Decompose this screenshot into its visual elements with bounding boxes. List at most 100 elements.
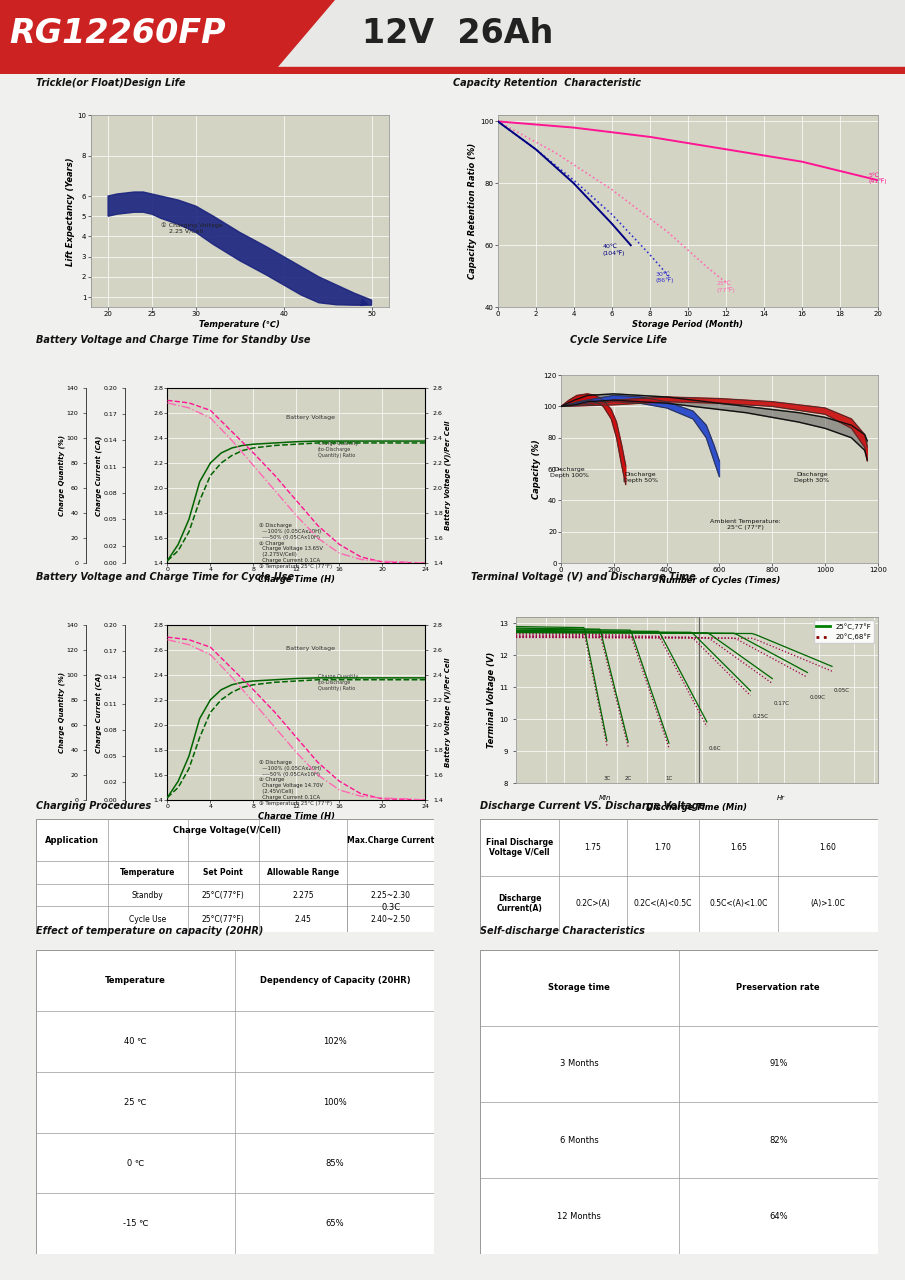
Text: Discharge
Depth 50%: Discharge Depth 50% <box>623 472 658 483</box>
Y-axis label: Battery Voltage (V)/Per Cell: Battery Voltage (V)/Per Cell <box>444 658 451 767</box>
Text: Charge Quantity
(to-Discharge
Quantity) Ratio: Charge Quantity (to-Discharge Quantity) … <box>318 675 358 691</box>
Text: 40℃
(104℉): 40℃ (104℉) <box>603 244 624 256</box>
Text: Charge Quantity
(to-Discharge
Quantity) Ratio: Charge Quantity (to-Discharge Quantity) … <box>318 442 358 458</box>
Text: Standby: Standby <box>132 891 164 900</box>
X-axis label: Number of Cycles (Times): Number of Cycles (Times) <box>659 576 780 585</box>
Polygon shape <box>561 397 867 461</box>
Text: Discharge
Depth 30%: Discharge Depth 30% <box>795 472 829 483</box>
Text: 0.25C: 0.25C <box>752 714 768 719</box>
Text: 12V  26Ah: 12V 26Ah <box>362 17 553 50</box>
Text: -15 ℃: -15 ℃ <box>123 1220 148 1229</box>
Y-axis label: Charge Quantity (%): Charge Quantity (%) <box>59 672 65 753</box>
Text: Capacity Retention  Characteristic: Capacity Retention Characteristic <box>452 78 641 88</box>
Text: 6 Months: 6 Months <box>560 1135 598 1144</box>
Text: 0.3C: 0.3C <box>381 904 400 913</box>
Text: 1.60: 1.60 <box>820 842 836 852</box>
Y-axis label: Charge Quantity (%): Charge Quantity (%) <box>59 435 65 516</box>
Text: Battery Voltage: Battery Voltage <box>286 645 335 650</box>
Y-axis label: Capacity (%): Capacity (%) <box>531 439 540 499</box>
Text: 30℃
(86℉): 30℃ (86℉) <box>655 271 674 283</box>
Text: Battery Voltage and Charge Time for Standby Use: Battery Voltage and Charge Time for Stan… <box>36 335 310 346</box>
Text: 85%: 85% <box>326 1158 344 1167</box>
Polygon shape <box>561 394 867 460</box>
Text: 0.05C: 0.05C <box>834 689 850 694</box>
Text: 2.275: 2.275 <box>292 891 314 900</box>
Text: Charging Procedures: Charging Procedures <box>36 801 151 812</box>
Text: ① Discharge
  —100% (0.05CAx20H)
  ----50% (0.05CAx10H)
② Charge
  Charge Voltag: ① Discharge —100% (0.05CAx20H) ----50% (… <box>259 524 332 568</box>
Text: Battery Voltage: Battery Voltage <box>286 415 335 420</box>
Text: 12 Months: 12 Months <box>557 1212 601 1221</box>
Text: 25°C(77°F): 25°C(77°F) <box>202 915 244 924</box>
Text: 0.09C: 0.09C <box>809 695 825 700</box>
Text: 100%: 100% <box>323 1097 347 1107</box>
Text: 2C: 2C <box>624 776 632 781</box>
Text: 2.25~2.30: 2.25~2.30 <box>371 891 411 900</box>
Text: 0.5C<(A)<1.0C: 0.5C<(A)<1.0C <box>710 899 767 909</box>
Y-axis label: Charge Current (CA): Charge Current (CA) <box>96 435 102 516</box>
Text: 3C: 3C <box>604 776 611 781</box>
Text: Min: Min <box>599 795 612 801</box>
Text: 2.45: 2.45 <box>294 915 311 924</box>
Text: 2.40~2.50: 2.40~2.50 <box>370 915 411 924</box>
Text: 1.65: 1.65 <box>730 842 747 852</box>
Text: 102%: 102% <box>323 1037 347 1046</box>
Text: 65%: 65% <box>326 1220 344 1229</box>
Text: Discharge
Depth 100%: Discharge Depth 100% <box>549 467 588 477</box>
Text: Effect of temperature on capacity (20HR): Effect of temperature on capacity (20HR) <box>36 927 263 937</box>
Text: 1.75: 1.75 <box>585 842 602 852</box>
Text: 1C: 1C <box>665 776 672 781</box>
Bar <box>0 67 905 74</box>
Y-axis label: Charge Current (CA): Charge Current (CA) <box>96 672 102 753</box>
Text: Temperature: Temperature <box>120 868 176 877</box>
Text: Storage time: Storage time <box>548 983 610 992</box>
Text: 25°C(77°F): 25°C(77°F) <box>202 891 244 900</box>
Text: 0.17C: 0.17C <box>774 701 790 707</box>
Text: Discharge Time (Min): Discharge Time (Min) <box>646 803 748 812</box>
Text: 3 Months: 3 Months <box>560 1060 598 1069</box>
Text: ① Charging Voltage
    2.25 V/Cell: ① Charging Voltage 2.25 V/Cell <box>161 221 223 233</box>
Y-axis label: Lift Expectancy (Years): Lift Expectancy (Years) <box>65 157 74 265</box>
Text: 0.2C<(A)<0.5C: 0.2C<(A)<0.5C <box>634 899 692 909</box>
Text: Hr: Hr <box>777 795 786 801</box>
Text: Discharge Current VS. Discharge Voltage: Discharge Current VS. Discharge Voltage <box>480 801 705 812</box>
X-axis label: Storage Period (Month): Storage Period (Month) <box>633 320 743 329</box>
Polygon shape <box>561 394 625 485</box>
Text: Cycle Service Life: Cycle Service Life <box>570 335 667 346</box>
Text: Terminal Voltage (V) and Discharge Time: Terminal Voltage (V) and Discharge Time <box>471 572 695 582</box>
Text: Cycle Use: Cycle Use <box>129 915 167 924</box>
Text: Trickle(or Float)Design Life: Trickle(or Float)Design Life <box>36 78 186 88</box>
Y-axis label: Capacity Retention Ratio (%): Capacity Retention Ratio (%) <box>468 143 477 279</box>
Text: ① Discharge
  —100% (0.05CAx20H)
  ----50% (0.05CAx10H)
② Charge
  Charge Voltag: ① Discharge —100% (0.05CAx20H) ----50% (… <box>259 760 332 805</box>
Text: 82%: 82% <box>769 1135 787 1144</box>
Bar <box>347 884 434 932</box>
Text: Self-discharge Characteristics: Self-discharge Characteristics <box>480 927 644 937</box>
Text: Temperature: Temperature <box>105 975 167 984</box>
X-axis label: Temperature (℃): Temperature (℃) <box>199 320 281 329</box>
Text: 64%: 64% <box>769 1212 787 1221</box>
Polygon shape <box>272 0 905 74</box>
Text: Battery Voltage and Charge Time for Cycle Use: Battery Voltage and Charge Time for Cycl… <box>36 572 294 582</box>
Legend: 25°C,77°F, 20°C,68°F: 25°C,77°F, 20°C,68°F <box>814 621 874 643</box>
Text: Allowable Range: Allowable Range <box>267 868 339 877</box>
Text: (A)>1.0C: (A)>1.0C <box>811 899 845 909</box>
Y-axis label: Terminal Voltage (V): Terminal Voltage (V) <box>488 652 497 749</box>
Text: Application: Application <box>45 836 99 845</box>
Text: 0.2C>(A): 0.2C>(A) <box>576 899 611 909</box>
Text: 25 ℃: 25 ℃ <box>125 1097 147 1107</box>
Text: RG12260FP: RG12260FP <box>9 17 225 50</box>
Text: Max.Charge Current: Max.Charge Current <box>347 836 434 845</box>
Text: 25℃
(77℉): 25℃ (77℉) <box>717 282 735 293</box>
Text: Charge Voltage(V/Cell): Charge Voltage(V/Cell) <box>174 826 281 835</box>
Text: 1.70: 1.70 <box>654 842 672 852</box>
X-axis label: Charge Time (H): Charge Time (H) <box>258 812 335 820</box>
Text: Discharge
Current(A): Discharge Current(A) <box>497 893 542 914</box>
Text: 5℃
(41℉): 5℃ (41℉) <box>869 173 887 184</box>
Text: Ambient Temperature:
25°C (77°F): Ambient Temperature: 25°C (77°F) <box>710 518 781 530</box>
Polygon shape <box>108 192 372 305</box>
Text: Set Point: Set Point <box>204 868 243 877</box>
Polygon shape <box>561 396 719 477</box>
Text: Preservation rate: Preservation rate <box>737 983 820 992</box>
Text: 0.6C: 0.6C <box>709 746 721 751</box>
X-axis label: Charge Time (H): Charge Time (H) <box>258 575 335 584</box>
Text: 91%: 91% <box>769 1060 787 1069</box>
